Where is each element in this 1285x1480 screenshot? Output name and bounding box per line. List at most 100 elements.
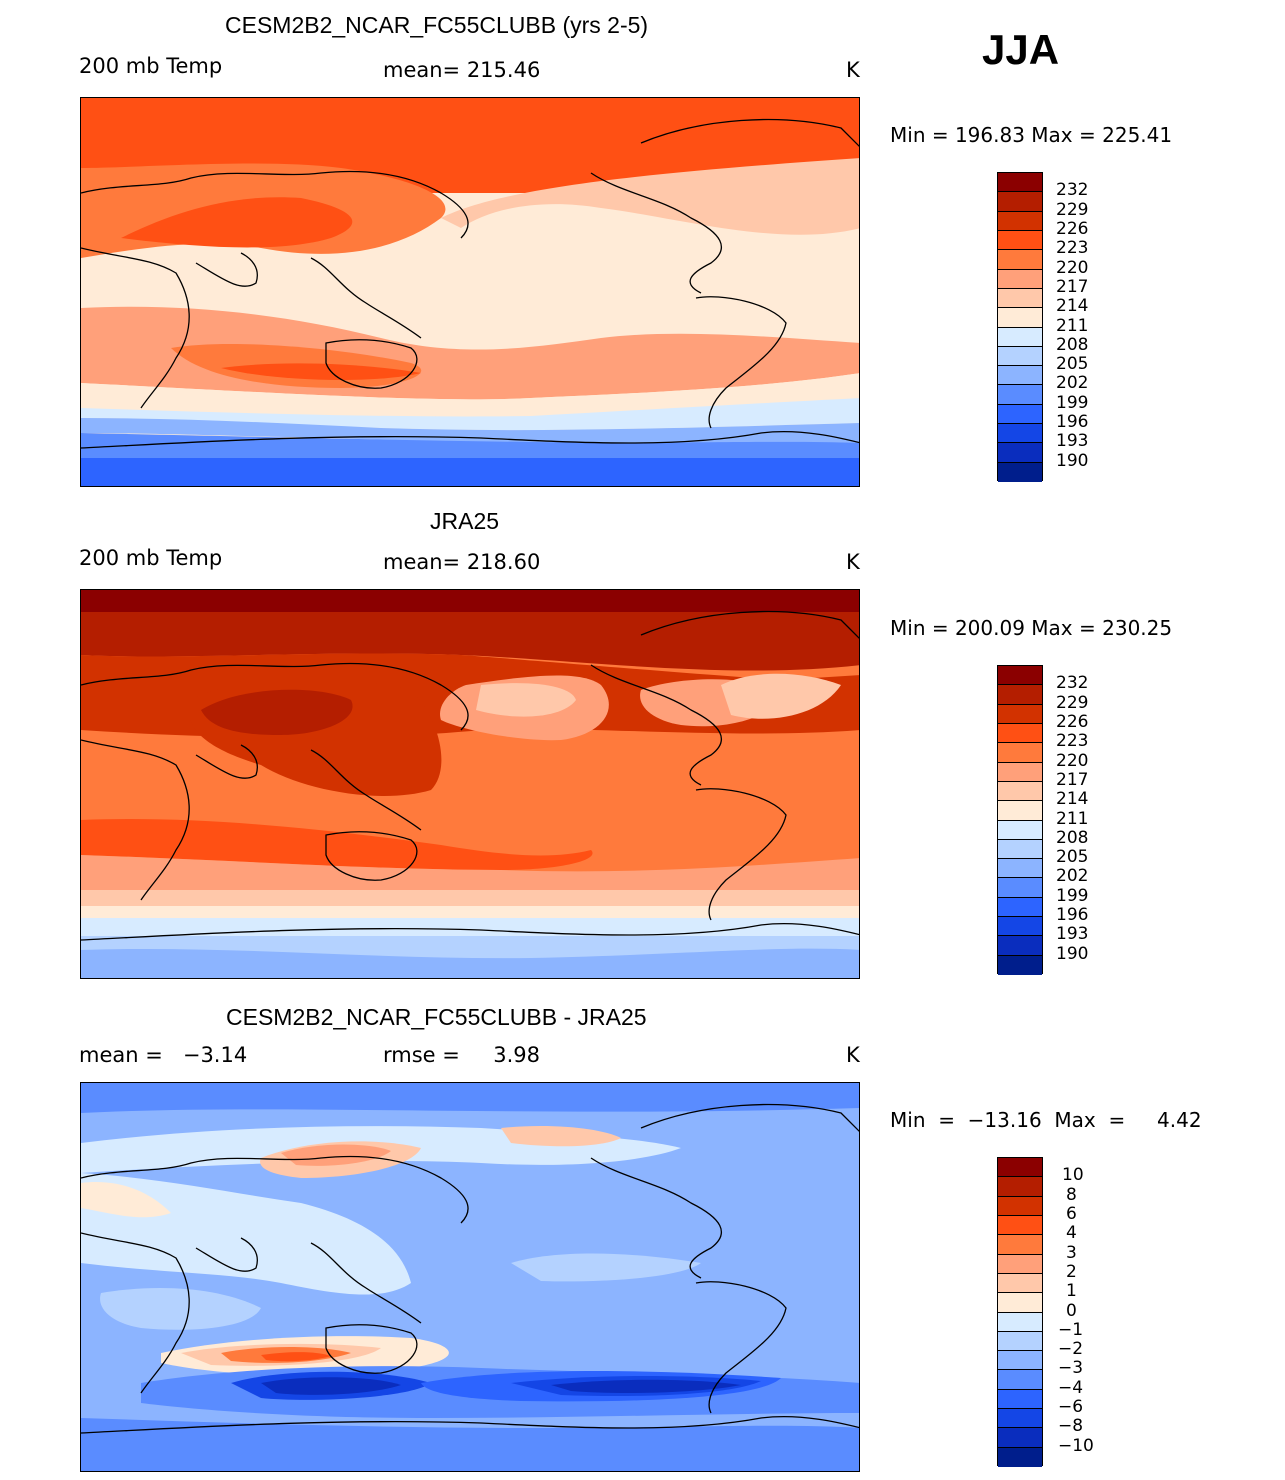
colorbar-segment [998, 1158, 1042, 1178]
colorbar-segment [998, 1428, 1042, 1448]
colorbar-tick-label: −4 [1058, 1377, 1084, 1398]
colorbar-tick-label: 232 [1056, 180, 1089, 201]
colorbar-tick-label: −10 [1058, 1435, 1094, 1456]
contour-map-difference [80, 1082, 860, 1472]
field-band [476, 683, 576, 717]
colorbar-tick-label: 220 [1056, 257, 1089, 278]
map-plot [81, 1083, 859, 1471]
colorbar-segment [998, 269, 1042, 289]
colorbar-segment [998, 1293, 1042, 1313]
min-max-label: Min = 200.09 Max = 230.25 [890, 616, 1173, 640]
colorbar-tick-label: 214 [1056, 296, 1089, 317]
colorbar-tick-label: 193 [1056, 924, 1089, 945]
colorbar-segment [998, 704, 1042, 724]
min-max-label: Min = 196.83 Max = 225.41 [890, 123, 1173, 147]
colorbar-tick-label: 214 [1056, 789, 1089, 810]
colorbar-tick-label: −2 [1058, 1339, 1084, 1360]
field-band [261, 1377, 401, 1395]
colorbar-segment [998, 230, 1042, 251]
contour-map-model [80, 97, 860, 487]
colorbar-tick-label: −3 [1058, 1358, 1084, 1379]
colorbar-segment [998, 192, 1042, 212]
colorbar-tick-label: −1 [1058, 1319, 1084, 1340]
colorbar-segment [998, 781, 1042, 802]
colorbar-segment [998, 666, 1042, 686]
field-band [81, 948, 859, 978]
colorbar-segment [998, 308, 1042, 328]
colorbar-segment [998, 723, 1042, 744]
colorbar-tick-label: 196 [1056, 412, 1089, 433]
season-label: JJA [982, 26, 1060, 73]
colorbar-tick-label: 190 [1056, 450, 1089, 471]
colorbar-tick-label: 205 [1056, 354, 1089, 375]
variable-label: 200 mb Temp [79, 54, 223, 78]
field-band [501, 1126, 621, 1147]
mean-label: mean= 218.60 [383, 550, 541, 574]
colorbar-segment [998, 897, 1042, 918]
mean-label: mean= 215.46 [383, 58, 541, 82]
field-band [81, 1173, 411, 1295]
colorbar-segment [998, 173, 1042, 193]
panel-title: JRA25 [430, 508, 500, 534]
colorbar-segment [998, 1331, 1042, 1352]
field-band [201, 689, 353, 735]
colorbar-segment [998, 1389, 1042, 1410]
colorbar-segment [998, 366, 1042, 386]
coastline [81, 118, 859, 449]
colorbar-segment [998, 1235, 1042, 1255]
colorbar-tick-label: 208 [1056, 334, 1089, 355]
colorbar-tick-label: 2 [1066, 1261, 1077, 1282]
colorbar-tick-label: 202 [1056, 373, 1089, 394]
colorbar-tick-label: 3 [1066, 1242, 1077, 1263]
map-plot [81, 590, 859, 978]
field-band [81, 918, 859, 936]
colorbar-tick-label: 205 [1056, 847, 1089, 868]
coastline [81, 610, 859, 941]
units-label: K [846, 1043, 860, 1067]
field-band [81, 819, 593, 870]
colorbar-segment [998, 1215, 1042, 1236]
colorbar-segment [998, 936, 1042, 956]
field-band [100, 1288, 262, 1330]
colorbar-segment [998, 917, 1042, 937]
colorbar-segment [998, 443, 1042, 463]
field-band [261, 1352, 331, 1362]
colorbar-segment [998, 839, 1042, 860]
colorbar-tick-label: 196 [1056, 905, 1089, 926]
field-band [721, 673, 841, 719]
colorbar-segment [998, 955, 1042, 975]
colorbar-segment [998, 685, 1042, 705]
colorbar-segment [998, 859, 1042, 879]
colorbar-tick-label: −8 [1058, 1416, 1084, 1437]
coastline [81, 1103, 859, 1434]
colorbar-tick-label: 223 [1056, 238, 1089, 259]
colorbar-tick-label: 8 [1066, 1184, 1077, 1205]
field-band [81, 1182, 171, 1218]
colorbar-tick-label: 199 [1056, 392, 1089, 413]
colorbar-tick-label: 211 [1056, 808, 1089, 829]
colorbar-segment [998, 1273, 1042, 1294]
colorbar-tick-label: 220 [1056, 750, 1089, 771]
colorbar-segment [998, 743, 1042, 763]
colorbar-segment [998, 762, 1042, 782]
colorbar-tick-label: 6 [1066, 1203, 1077, 1224]
colorbar-tick-label: 229 [1056, 199, 1089, 220]
colorbar-tick-label: 226 [1056, 711, 1089, 732]
colorbar [997, 665, 1043, 975]
rmse-label: rmse = 3.98 [383, 1043, 540, 1067]
field-band [551, 1379, 741, 1393]
colorbar-tick-label: 190 [1056, 943, 1089, 964]
field-band [81, 373, 859, 417]
field-band [81, 398, 859, 431]
colorbar [997, 172, 1043, 482]
units-label: K [846, 58, 860, 82]
colorbar-segment [998, 346, 1042, 367]
colorbar-segment [998, 1409, 1042, 1429]
colorbar-tick-label: 211 [1056, 315, 1089, 336]
field-band [441, 158, 859, 235]
colorbar-tick-label: 229 [1056, 692, 1089, 713]
colorbar-segment [998, 385, 1042, 405]
colorbar-segment [998, 327, 1042, 347]
colorbar-tick-label: 208 [1056, 827, 1089, 848]
colorbar-segment [998, 288, 1042, 309]
